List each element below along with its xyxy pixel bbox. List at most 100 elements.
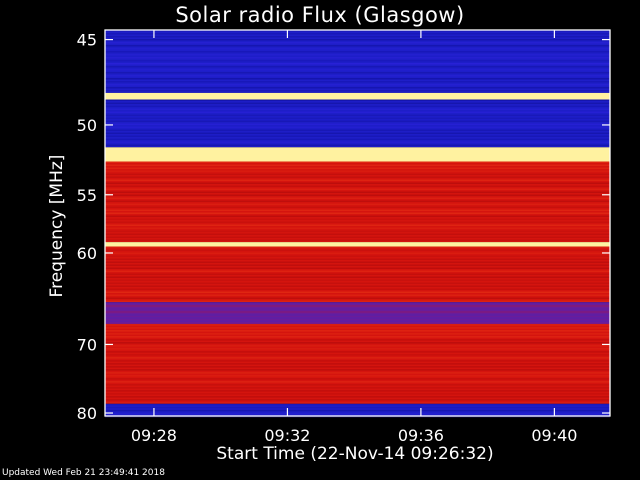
spectral-stripe	[105, 129, 610, 132]
y-axis: 45 50 55 60 70 80	[77, 31, 610, 423]
spectral-stripe	[105, 336, 610, 338]
spectral-stripe	[105, 54, 610, 56]
spectral-stripe	[105, 164, 610, 167]
spectral-stripe	[105, 197, 610, 200]
spectral-stripe	[105, 45, 610, 47]
spectral-stripe	[105, 42, 610, 44]
spectral-stripe	[105, 72, 610, 74]
spectral-stripe	[105, 236, 610, 239]
frequency-band	[105, 99, 610, 148]
spectral-stripe	[105, 170, 610, 173]
spectral-stripe	[105, 276, 610, 279]
spectral-stripe	[105, 51, 610, 53]
spectral-stripe	[105, 375, 610, 377]
spectral-stripe	[105, 66, 610, 68]
spectral-stripe	[105, 194, 610, 197]
spectral-stripe	[105, 369, 610, 371]
spectral-stripe	[105, 305, 610, 307]
spectral-stripe	[105, 249, 610, 252]
spectral-stripe	[105, 308, 610, 310]
spectral-stripe	[105, 84, 610, 86]
spectral-stripe	[105, 126, 610, 129]
spectral-stripe	[105, 339, 610, 341]
spectral-stripe	[105, 206, 610, 209]
spectral-stripe	[105, 302, 610, 304]
spectral-stripe	[105, 179, 610, 182]
spectral-stripe	[105, 297, 610, 300]
spectral-stripe	[105, 348, 610, 350]
spectral-stripe	[105, 39, 610, 41]
spectral-stripe	[105, 354, 610, 356]
spectral-stripe	[105, 406, 610, 409]
spectral-stripe	[105, 366, 610, 368]
spectral-stripe	[105, 33, 610, 35]
spectral-stripe	[105, 173, 610, 176]
spectral-stripe	[105, 188, 610, 191]
spectral-stripe	[105, 203, 610, 206]
spectral-stripe	[105, 87, 610, 89]
x-axis: 09:28 09:32 09:36 09:40	[131, 30, 577, 445]
spectral-stripe	[105, 390, 610, 392]
spectral-stripe	[105, 311, 610, 313]
spectral-stripe	[105, 258, 610, 261]
spectral-stripe	[105, 294, 610, 297]
spectral-stripe	[105, 317, 610, 319]
x-tick-label: 09:32	[264, 426, 310, 445]
x-tick-label: 09:36	[398, 426, 444, 445]
spectral-stripe	[105, 261, 610, 264]
spectral-stripe	[105, 384, 610, 386]
y-tick-label: 55	[77, 186, 97, 205]
spectral-stripe	[105, 90, 610, 92]
spectral-stripe	[105, 342, 610, 344]
plot-frame	[104, 29, 611, 417]
spectral-stripe	[105, 399, 610, 401]
spectral-stripe	[105, 141, 610, 144]
spectral-stripe	[105, 267, 610, 270]
y-tick-label: 45	[77, 31, 97, 50]
spectral-stripe	[105, 393, 610, 395]
spectral-stripe	[105, 105, 610, 108]
spectral-stripe	[105, 102, 610, 105]
spectral-stripe	[105, 117, 610, 120]
spectral-stripe	[105, 221, 610, 224]
spectral-stripe	[105, 132, 610, 135]
y-axis-label: Frequency [MHz]	[47, 154, 67, 298]
spectral-stripe	[105, 36, 610, 38]
spectral-stripe	[105, 252, 610, 255]
spectral-stripe	[105, 69, 610, 71]
x-axis-label: Start Time (22-Nov-14 09:26:32)	[216, 444, 494, 464]
y-tick-label: 50	[77, 116, 97, 135]
spectral-stripe	[105, 273, 610, 276]
spectral-stripe	[105, 333, 610, 335]
spectral-stripe	[105, 378, 610, 380]
y-tick-label: 60	[77, 244, 97, 263]
spectral-stripe	[105, 224, 610, 227]
spectral-stripe	[105, 288, 610, 291]
spectral-stripe	[105, 255, 610, 258]
spectral-stripe	[105, 218, 610, 221]
spectral-stripe	[105, 360, 610, 362]
spectral-stripe	[105, 209, 610, 212]
spectral-stripe	[105, 279, 610, 282]
spectral-stripe	[105, 282, 610, 285]
spectral-stripe	[105, 396, 610, 398]
spectral-stripe	[105, 108, 610, 111]
plot-area	[105, 30, 610, 418]
spectral-stripe	[105, 320, 610, 322]
spectral-stripe	[105, 123, 610, 126]
spectral-stripe	[105, 351, 610, 353]
spectral-stripe	[105, 285, 610, 288]
y-tick-label: 70	[77, 335, 97, 354]
spectral-stripe	[105, 300, 610, 303]
spectral-stripe	[105, 161, 610, 164]
spectral-stripe	[105, 138, 610, 141]
x-tick-label: 09:28	[131, 426, 177, 445]
spectral-stripe	[105, 167, 610, 170]
spectral-stripe	[105, 144, 610, 147]
frequency-band	[105, 92, 610, 100]
spectral-stripe	[105, 60, 610, 62]
frequency-band	[105, 242, 610, 247]
spectral-stripe	[105, 402, 610, 404]
spectral-stripe	[105, 403, 610, 406]
spectral-stripe	[105, 227, 610, 230]
